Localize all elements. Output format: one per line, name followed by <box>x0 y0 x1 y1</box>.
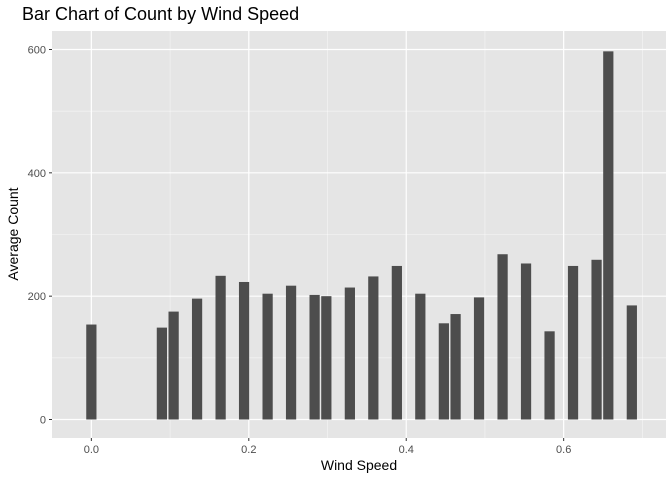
bar <box>215 275 226 420</box>
bar <box>344 287 355 420</box>
bar <box>191 298 203 420</box>
bar <box>520 263 532 420</box>
x-tick-label: 0.6 <box>556 444 571 456</box>
bar <box>497 254 508 420</box>
bar <box>567 265 579 420</box>
bars <box>86 51 637 420</box>
y-tick-label: 600 <box>28 45 46 57</box>
x-tick-label: 0.4 <box>399 444 414 456</box>
bar <box>86 324 97 420</box>
y-tick-label: 0 <box>40 415 46 427</box>
bar <box>473 297 485 420</box>
y-tick-label: 200 <box>28 291 46 303</box>
bar <box>391 265 402 420</box>
x-tick-label: 0.0 <box>84 444 99 456</box>
bar <box>168 311 179 420</box>
bar <box>603 51 614 420</box>
bar <box>591 259 602 420</box>
y-tick-label: 400 <box>28 168 46 180</box>
bar <box>321 296 332 420</box>
x-tick-label: 0.2 <box>241 444 256 456</box>
bar <box>238 281 250 420</box>
x-axis: 0.0 0.2 0.4 0.6 <box>84 438 571 456</box>
chart-title: Bar Chart of Count by Wind Speed <box>22 4 299 24</box>
bar <box>309 294 320 420</box>
bar <box>368 276 379 420</box>
bar <box>544 331 555 420</box>
y-axis-title: Average Count <box>5 187 21 280</box>
x-axis-title: Wind Speed <box>321 457 397 473</box>
bar <box>262 293 273 420</box>
bar <box>438 323 449 420</box>
major-gridlines <box>52 31 666 438</box>
bar <box>450 314 461 420</box>
bar <box>285 285 297 420</box>
bar <box>415 293 426 420</box>
y-axis: 0 200 400 600 <box>28 45 52 427</box>
bar <box>156 327 168 420</box>
bar <box>626 305 637 420</box>
